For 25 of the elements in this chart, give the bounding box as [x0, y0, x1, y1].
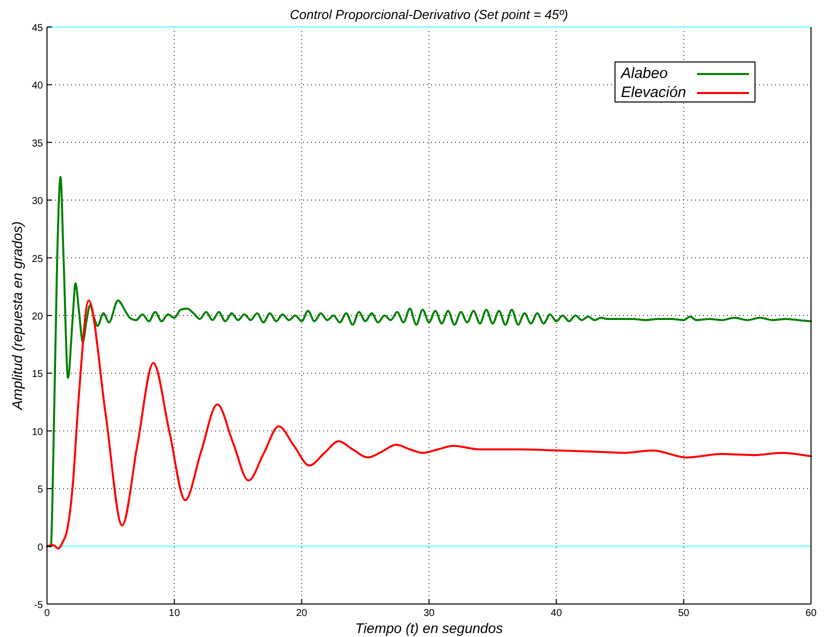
x-axis-title: Tiempo (t) en segundos	[355, 620, 503, 636]
legend-label: Alabeo	[620, 65, 668, 82]
y-tick-label: 30	[32, 196, 44, 208]
y-tick-label: 10	[32, 426, 44, 438]
y-tick-label: 15	[32, 369, 44, 380]
line-series	[46, 176, 812, 548]
chart-title: Control Proporcional-Derivativo (Set point = 45º)	[290, 7, 568, 22]
x-tick-label: 40	[550, 608, 562, 619]
y-tick-label: -5	[34, 600, 44, 611]
y-tick-label: 0	[37, 542, 44, 554]
y-tick-label: 20	[32, 312, 44, 322]
x-tick-label: 20	[296, 608, 308, 619]
y-tick-label: 40	[32, 80, 44, 92]
y-tick-label: 35	[32, 138, 44, 150]
x-tick-label: 0	[44, 608, 50, 619]
x-tick-label: 50	[678, 608, 690, 619]
line-series	[46, 300, 812, 550]
x-tick-label: 10	[168, 608, 180, 619]
x-tick-label: 30	[423, 608, 435, 619]
y-tick-label: 5	[37, 484, 44, 496]
legend-label: Elevación	[621, 84, 686, 101]
y-tick-label: 25	[32, 254, 44, 265]
x-tick-label: 60	[805, 608, 817, 619]
y-tick-label: 45	[32, 23, 44, 34]
y-axis-title: Amplitud (repuesta en grados)	[9, 221, 25, 411]
